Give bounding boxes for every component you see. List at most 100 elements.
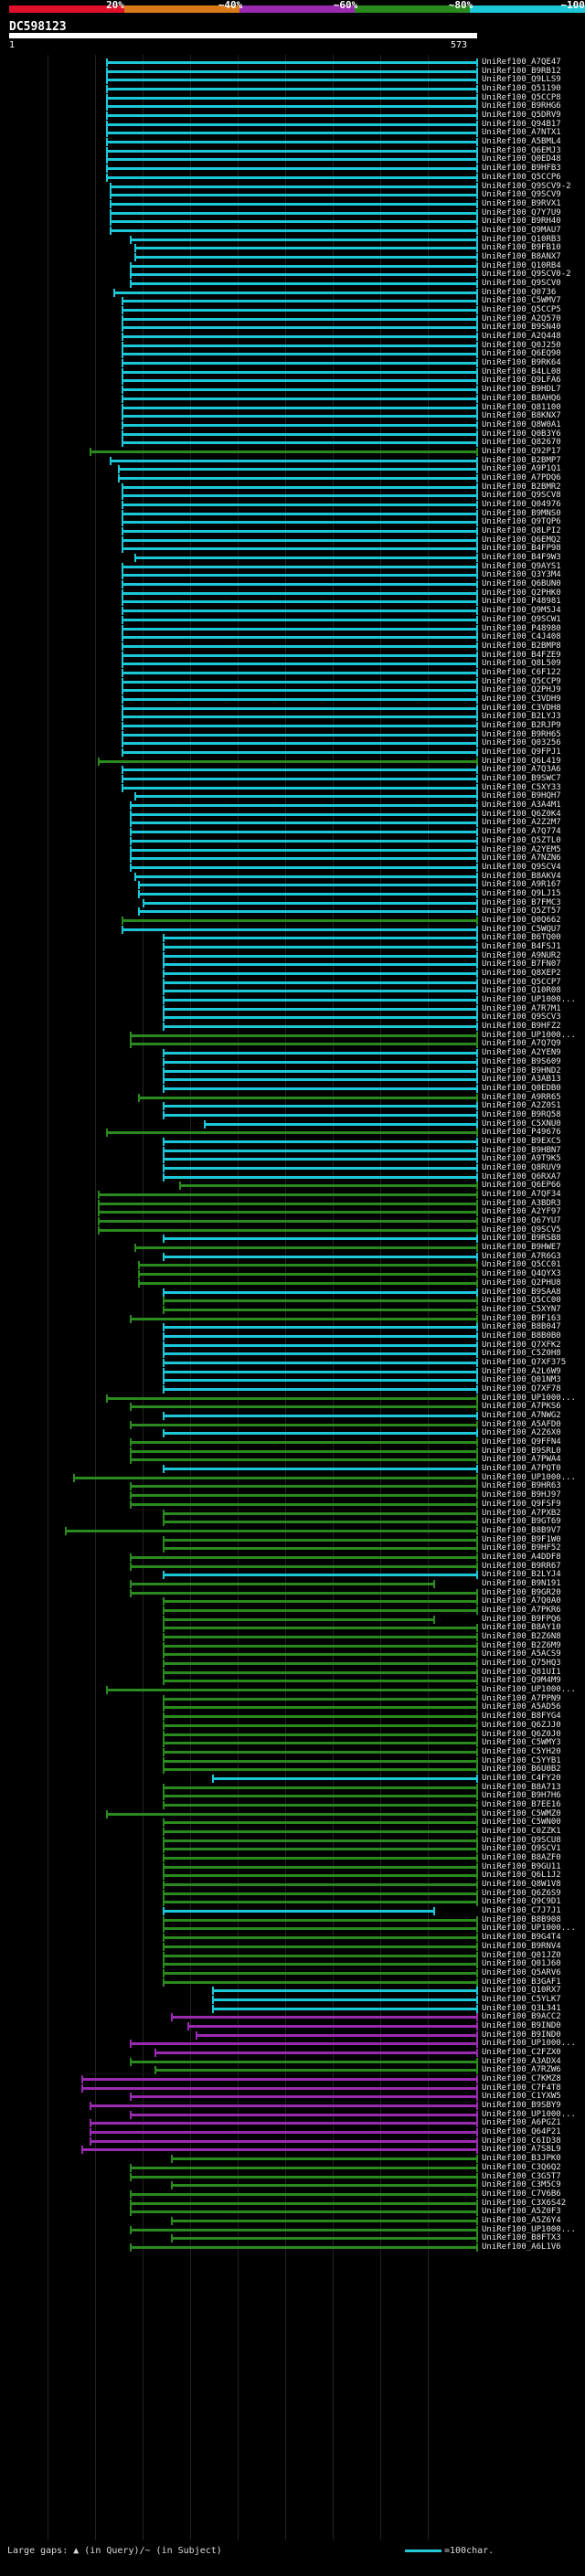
hit-label[interactable]: UniRef100_B8KNX7 (482, 411, 561, 421)
hit-label[interactable]: UniRef100_C3VDH8 (482, 703, 561, 713)
hit-label[interactable]: UniRef100_C7F4T8 (482, 2083, 561, 2093)
hit-label[interactable]: UniRef100_C5WMZ0 (482, 1808, 561, 1818)
hit-bar[interactable] (164, 1432, 477, 1436)
hit-bar[interactable] (131, 1043, 477, 1046)
hit-bar[interactable] (122, 441, 477, 445)
hit-bar[interactable] (164, 1370, 477, 1373)
hit-bar[interactable] (131, 1485, 477, 1489)
hit-label[interactable]: UniRef100_Q0B3Y6 (482, 429, 561, 439)
hit-bar[interactable] (131, 2166, 477, 2169)
hit-bar[interactable] (164, 1609, 477, 1612)
hit-label[interactable]: UniRef100_C3Q6Q2 (482, 2162, 561, 2172)
hit-bar[interactable] (164, 1113, 477, 1117)
hit-label[interactable]: UniRef100_Q3L341 (482, 2003, 561, 2013)
hit-label[interactable]: UniRef100_A7NWG2 (482, 1411, 561, 1421)
hit-label[interactable]: UniRef100_B9HFZ2 (482, 1022, 561, 1032)
hit-label[interactable]: UniRef100_B7FN07 (482, 959, 561, 970)
hit-bar[interactable] (98, 1228, 477, 1232)
hit-bar[interactable] (164, 1697, 477, 1701)
hit-bar[interactable] (164, 1742, 477, 1745)
hit-label[interactable]: UniRef100_Q6L1J2 (482, 1871, 561, 1881)
hit-label[interactable]: UniRef100_A7QF34 (482, 1190, 561, 1200)
hit-label[interactable]: UniRef100_C5XY33 (482, 782, 561, 792)
hit-label[interactable]: UniRef100_Q9FPJ1 (482, 747, 561, 758)
hit-bar[interactable] (122, 494, 477, 498)
hit-label[interactable]: UniRef100_A7RZW6 (482, 2065, 561, 2075)
hit-label[interactable]: UniRef100_Q5ZTL0 (482, 835, 561, 845)
hit-label[interactable]: UniRef100_Q2PHU8 (482, 1277, 561, 1288)
hit-bar[interactable] (106, 1131, 477, 1135)
hit-bar[interactable] (106, 175, 477, 179)
hit-bar[interactable] (164, 1636, 477, 1639)
hit-label[interactable]: UniRef100_Q04976 (482, 500, 561, 509)
hit-bar[interactable] (110, 185, 477, 188)
hit-label[interactable]: UniRef100_A5Z6Y4 (482, 2215, 561, 2225)
hit-bar[interactable] (164, 1723, 477, 1727)
hit-label[interactable]: UniRef100_B2BMP8 (482, 641, 561, 651)
hit-label[interactable]: UniRef100_C7J7J1 (482, 1906, 561, 1916)
hit-bar[interactable] (131, 282, 477, 285)
hit-bar[interactable] (164, 999, 477, 1002)
hit-label[interactable]: UniRef100_Q9SCV1 (482, 1844, 561, 1854)
hit-bar[interactable] (131, 2060, 477, 2063)
hit-bar[interactable] (122, 778, 477, 781)
hit-bar[interactable] (164, 1149, 477, 1152)
hit-bar[interactable] (164, 972, 477, 976)
hit-label[interactable]: UniRef100_Q9SCV4 (482, 862, 561, 872)
hit-label[interactable]: UniRef100_Q0EDB0 (482, 1083, 561, 1093)
hit-bar[interactable] (131, 2210, 477, 2214)
hit-label[interactable]: UniRef100_UP1000... (482, 1924, 576, 1934)
hit-bar[interactable] (139, 910, 477, 914)
hit-bar[interactable] (131, 264, 477, 268)
hit-bar[interactable] (196, 2033, 477, 2037)
hit-label[interactable]: UniRef100_A2YEN9 (482, 1048, 561, 1058)
hit-bar[interactable] (188, 2024, 477, 2028)
hit-label[interactable]: UniRef100_B9HF52 (482, 1543, 561, 1553)
hit-label[interactable]: UniRef100_Q6BUN0 (482, 579, 561, 589)
hit-bar[interactable] (164, 1945, 477, 1948)
hit-label[interactable]: UniRef100_Q8XEP2 (482, 969, 561, 979)
hit-label[interactable]: UniRef100_A7Q0A0 (482, 1596, 561, 1606)
hit-bar[interactable] (164, 1415, 477, 1418)
hit-bar[interactable] (164, 1865, 477, 1869)
hit-label[interactable]: UniRef100_Q6EMJ3 (482, 145, 561, 155)
hit-bar[interactable] (122, 406, 477, 409)
hit-bar[interactable] (164, 1060, 477, 1064)
hit-bar[interactable] (106, 96, 477, 100)
hit-label[interactable]: UniRef100_B8FTX3 (482, 2233, 561, 2243)
hit-bar[interactable] (164, 1857, 477, 1860)
hit-label[interactable]: UniRef100_B7FMC3 (482, 897, 561, 907)
hit-bar[interactable] (131, 831, 477, 834)
hit-bar[interactable] (106, 69, 477, 73)
hit-label[interactable]: UniRef100_B3JPK0 (482, 2154, 561, 2164)
hit-label[interactable]: UniRef100_Q81UI1 (482, 1667, 561, 1677)
hit-bar[interactable] (180, 1184, 477, 1188)
hit-bar[interactable] (139, 1273, 477, 1277)
hit-label[interactable]: UniRef100_B9S609 (482, 1056, 561, 1066)
hit-label[interactable]: UniRef100_Q9LLS9 (482, 75, 561, 85)
hit-bar[interactable] (164, 1963, 477, 1966)
hit-label[interactable]: UniRef100_Q6Z0J0 (482, 1729, 561, 1739)
hit-bar[interactable] (131, 822, 477, 825)
hit-label[interactable]: UniRef100_C4J408 (482, 632, 561, 642)
hit-label[interactable]: UniRef100_Q8W0A1 (482, 419, 561, 429)
hit-label[interactable]: UniRef100_A7Q774 (482, 827, 561, 837)
hit-label[interactable]: UniRef100_Q5CCP9 (482, 676, 561, 686)
hit-label[interactable]: UniRef100_B9MNS0 (482, 508, 561, 518)
hit-bar[interactable] (98, 759, 477, 763)
hit-label[interactable]: UniRef100_Q9MAU7 (482, 225, 561, 235)
hit-bar[interactable] (122, 918, 477, 922)
hit-bar[interactable] (122, 706, 477, 710)
hit-bar[interactable] (139, 884, 477, 887)
hit-bar[interactable] (164, 1910, 434, 1913)
hit-label[interactable]: UniRef100_A6L1V6 (482, 2242, 561, 2252)
hit-label[interactable]: UniRef100_A5BML4 (482, 137, 561, 147)
hit-label[interactable]: UniRef100_C4FY20 (482, 1773, 561, 1783)
hit-label[interactable]: UniRef100_B9RB12 (482, 66, 561, 76)
hit-bar[interactable] (131, 2201, 477, 2205)
hit-bar[interactable] (122, 716, 477, 719)
hit-label[interactable]: UniRef100_B4LL08 (482, 366, 561, 376)
hit-bar[interactable] (110, 459, 477, 462)
hit-label[interactable]: UniRef100_Q01NM3 (482, 1375, 561, 1385)
hit-label[interactable]: UniRef100_Q9LFA6 (482, 376, 561, 386)
